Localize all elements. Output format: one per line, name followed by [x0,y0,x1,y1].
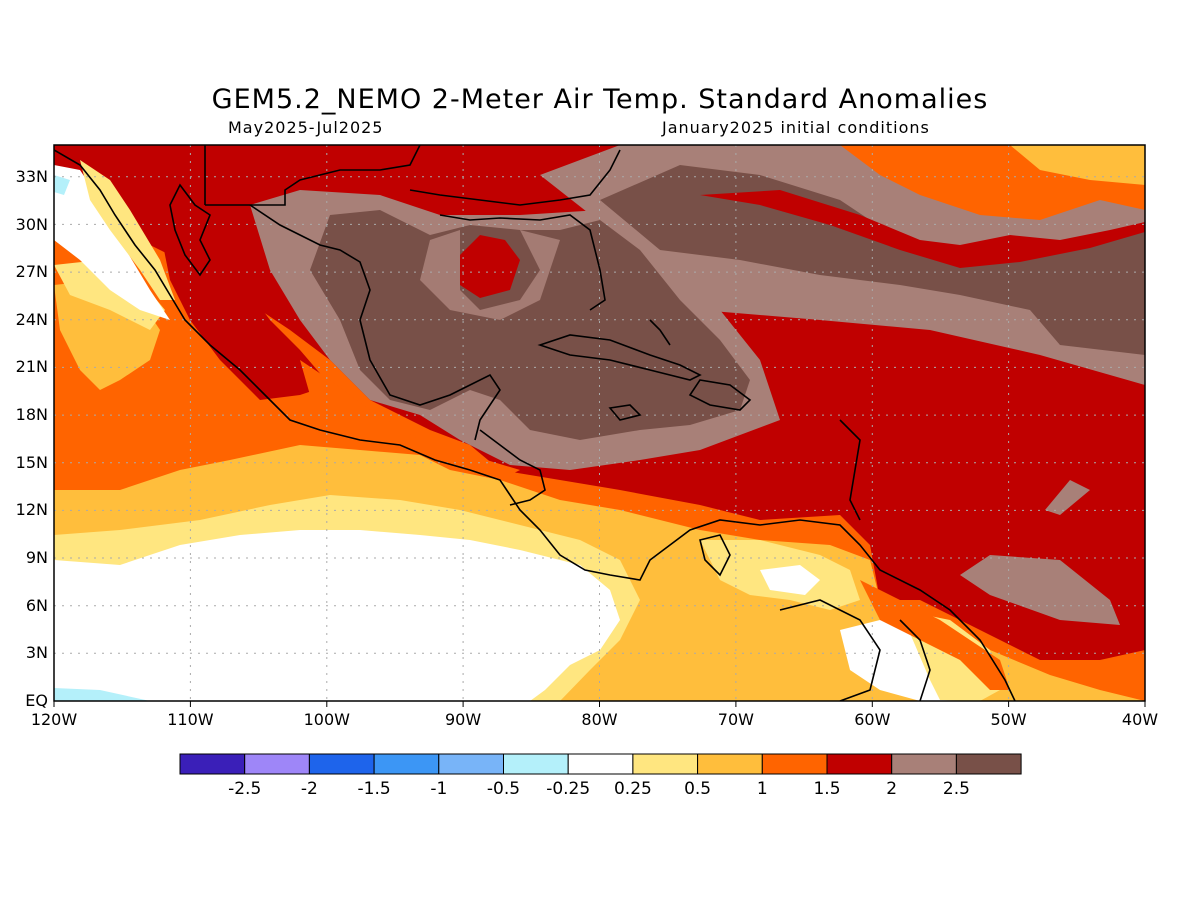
colorbar-swatch [697,753,763,775]
colorbar-label: 0.25 [614,779,652,799]
colorbar-swatch [503,753,569,775]
lat-label: 18N [16,405,48,424]
field-white-pacific [54,530,620,701]
colorbar-swatch [891,753,957,775]
lon-label: 70W [718,710,754,729]
colorbar-swatch [632,753,699,775]
forecast-period: May2025-Jul2025 [228,118,384,137]
longitude-labels: 120W 110W 100W 90W 80W 70W 60W 50W 40W [31,710,1158,729]
colorbar-label: -0.25 [546,779,590,799]
field-yellow-ne [1010,145,1145,185]
colorbar: -2.5 -2 -1.5 -1 -0.5 -0.25 0.25 0.5 1 1.5 2 2.5 [179,753,1022,799]
lon-label: 90W [445,710,481,729]
colorbar-label: -1 [430,779,447,799]
map-title: GEM5.2_NEMO 2-Meter Air Temp. Standard A… [211,84,989,115]
field-brown-atlantic-spot [1045,480,1090,515]
colorbar-swatch [308,753,375,775]
lat-label: 9N [26,548,48,567]
field-white-baja [54,165,170,320]
colorbar-swatch [373,753,440,775]
lon-label: 110W [167,710,214,729]
colorbar-label: 0.5 [684,779,711,799]
colorbar-swatch [826,753,893,775]
lat-label: EQ [25,691,48,710]
colorbar-label: 2 [886,779,897,799]
colorbar-label: 2.5 [943,779,970,799]
colorbar-label: -2.5 [228,779,261,799]
field-red-strip-east [700,190,1145,268]
lat-label: 33N [16,167,48,186]
lat-label: 3N [26,643,48,662]
field-brown-atlantic-south [960,555,1120,625]
colorbar-swatch [761,753,828,775]
axis-ticks [53,701,1146,707]
field-darkbrown-east [600,165,1145,355]
map-gridlines [54,145,1145,701]
colorbar-label: -2 [301,779,318,799]
lon-label: 40W [1122,710,1158,729]
lat-label: 15N [16,453,48,472]
colorbar-swatch [955,753,1022,775]
lon-label: 80W [581,710,617,729]
lon-label: 50W [991,710,1027,729]
colorbar-swatch [567,753,634,775]
field-white-sa-1 [760,565,820,595]
field-orange-guianas [860,580,1010,690]
field-brown-gulf-inner [420,230,560,320]
field-lightyellow-pacific-west [54,260,165,330]
colorbar-swatch [244,753,310,775]
latitude-labels: 33N 30N 27N 24N 21N 18N 15N 12N 9N 6N 3N… [16,167,48,710]
colorbar-label: -0.5 [487,779,520,799]
lon-label: 100W [304,710,351,729]
lat-label: 12N [16,500,48,519]
lat-label: 27N [16,262,48,281]
lon-label: 120W [31,710,78,729]
coastlines [54,145,1016,701]
lat-label: 6N [26,596,48,615]
lat-label: 30N [16,215,48,234]
initial-conditions-label: January2025 initial conditions [662,118,930,137]
colorbar-label: 1.5 [813,779,840,799]
field-orange-centralamerica [300,360,520,480]
lon-label: 60W [854,710,890,729]
field-red-gulf-center [460,235,520,298]
field-lightblue-baja [54,175,70,195]
lat-label: 24N [16,310,48,329]
colorbar-label: -1.5 [358,779,391,799]
lat-label: 21N [16,357,48,376]
field-darkbrown-gulf [310,210,750,440]
colorbar-swatch [179,753,246,775]
field-lightblue-sw [54,688,150,701]
colorbar-label: 1 [757,779,768,799]
colorbar-swatch [438,753,504,775]
